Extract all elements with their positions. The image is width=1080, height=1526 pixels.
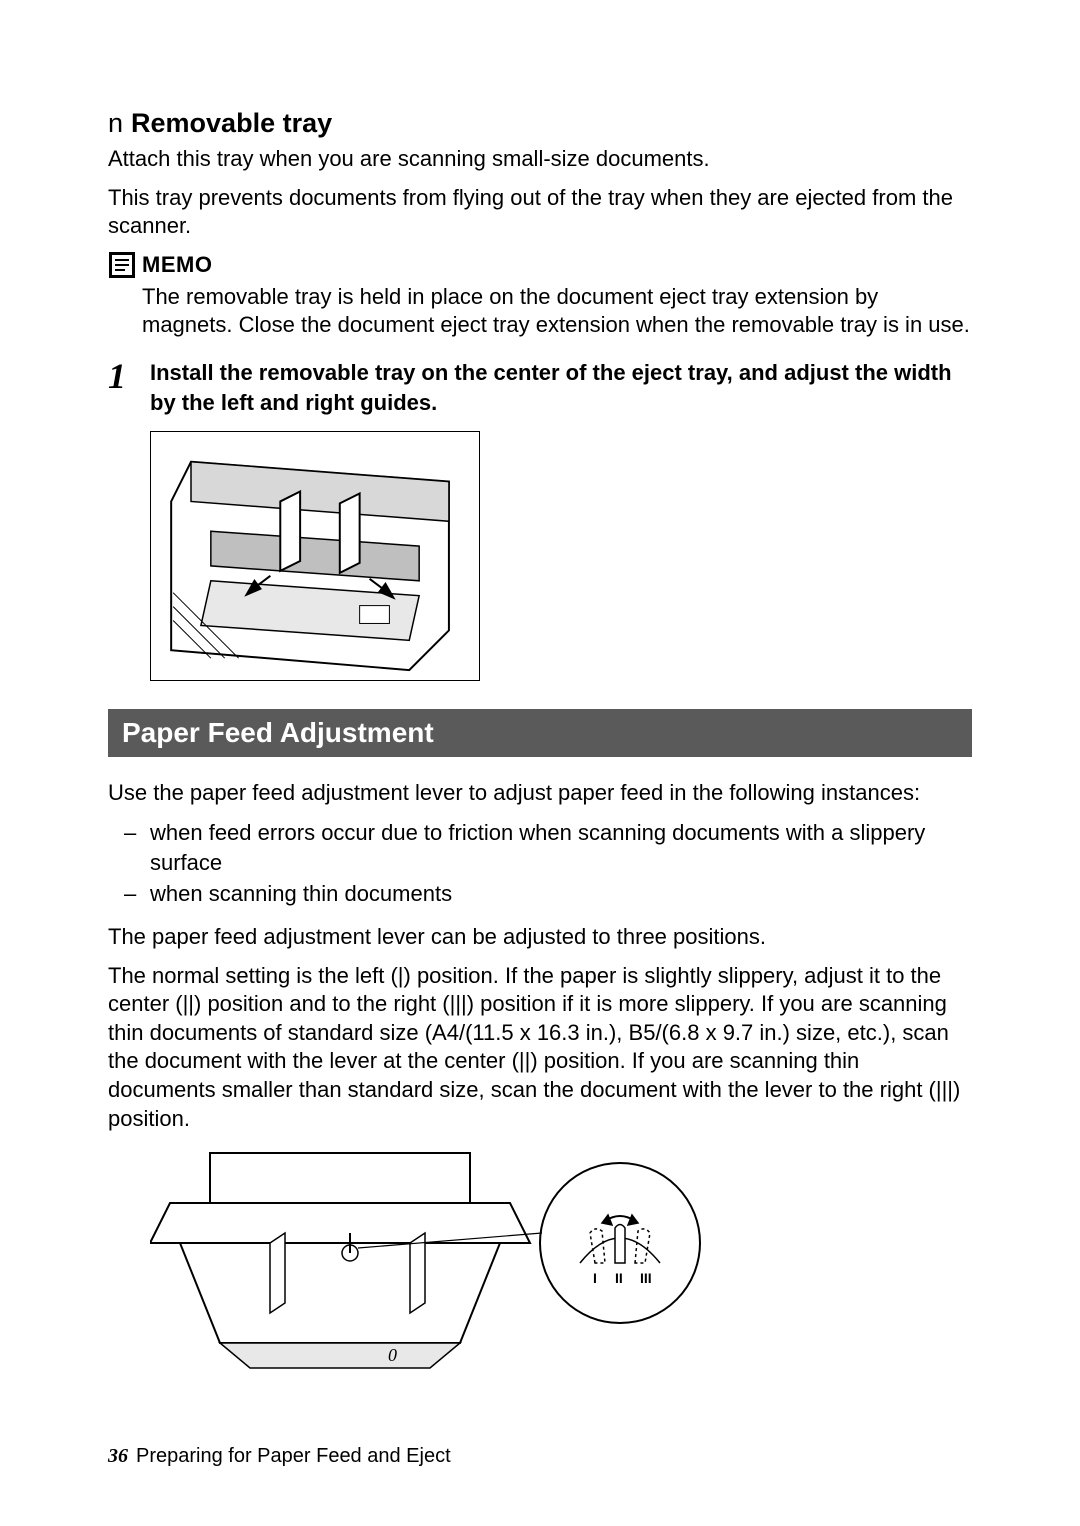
adjustment-intro: Use the paper feed adjustment lever to a… xyxy=(108,779,972,808)
memo-header: MEMO xyxy=(108,251,972,279)
svg-text:I: I xyxy=(593,1270,597,1286)
list-item-text: when scanning thin documents xyxy=(150,879,972,909)
memo-text: The removable tray is held in place on t… xyxy=(142,283,972,340)
section-marker: n xyxy=(108,108,123,138)
page-number: 36 xyxy=(108,1445,128,1467)
adjustment-p1: The paper feed adjustment lever can be a… xyxy=(108,923,972,952)
adjustment-p2: The normal setting is the left (|) posit… xyxy=(108,962,972,1134)
svg-text:III: III xyxy=(640,1270,652,1286)
page: n Removable tray Attach this tray when yo… xyxy=(0,0,1080,1526)
dash-icon: – xyxy=(124,879,150,909)
step-text: Install the removable tray on the center… xyxy=(150,358,972,417)
list-item-text: when feed errors occur due to friction w… xyxy=(150,818,972,877)
figure-removable-tray xyxy=(150,431,480,681)
figure-feed-lever: 0 I II III xyxy=(150,1143,710,1373)
dash-icon: – xyxy=(124,818,150,877)
list-item: – when scanning thin documents xyxy=(124,879,972,909)
heading-paper-feed: Paper Feed Adjustment xyxy=(108,709,972,757)
section-title-text: Removable tray xyxy=(131,108,332,138)
removable-p2: This tray prevents documents from flying… xyxy=(108,184,972,241)
memo-icon xyxy=(108,251,136,279)
list-item: – when feed errors occur due to friction… xyxy=(124,818,972,877)
step-row: 1 Install the removable tray on the cent… xyxy=(108,358,972,417)
memo-label: MEMO xyxy=(142,252,212,278)
svg-text:II: II xyxy=(615,1270,623,1286)
svg-text:0: 0 xyxy=(388,1345,397,1365)
page-footer: 36 Preparing for Paper Feed and Eject xyxy=(108,1445,451,1468)
step-number: 1 xyxy=(108,358,150,417)
section-title-removable: n Removable tray xyxy=(108,108,972,139)
footer-title: Preparing for Paper Feed and Eject xyxy=(136,1445,451,1467)
removable-p1: Attach this tray when you are scanning s… xyxy=(108,145,972,174)
